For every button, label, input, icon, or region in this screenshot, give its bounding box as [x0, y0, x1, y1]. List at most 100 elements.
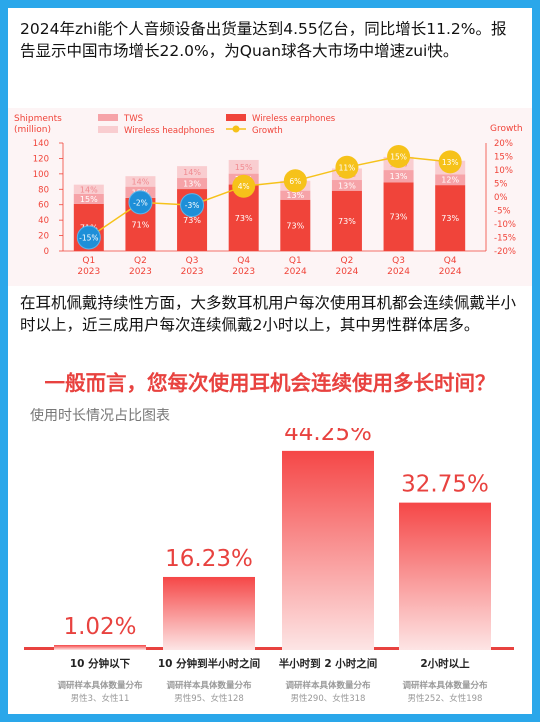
y2-tick-label: 10%	[494, 166, 513, 176]
duration-bar-0	[54, 645, 146, 650]
sample-title-2: 调研样本具体数量分布	[285, 680, 371, 691]
duration-bar-2	[282, 450, 374, 650]
sample-count-3: 男性252、女性198	[408, 693, 483, 704]
y2-tick-label: 5%	[494, 180, 508, 190]
y2-tick-label: 0%	[494, 193, 508, 203]
duration-bar-3	[399, 502, 491, 650]
y2-tick-label: -20%	[494, 247, 516, 257]
intro-paragraph: 2024年zhi能个人音频设备出货量达到4.55亿台，同比增长11.2%。报告显…	[20, 20, 507, 60]
label-earphones-6: 73%	[390, 213, 408, 222]
y-tick-label: 60	[38, 201, 49, 211]
duration-category-3: 2小时以上	[420, 657, 470, 670]
growth-label-6: 15%	[390, 153, 407, 162]
label-tws-0: 15%	[80, 195, 98, 204]
duration-category-2: 半小时到 2 小时之间	[279, 657, 378, 670]
y-tick-label: 40	[38, 216, 49, 226]
bar-tws-2	[177, 178, 208, 190]
sample-title-1: 调研样本具体数量分布	[166, 680, 252, 691]
growth-point-2	[180, 193, 205, 218]
duration-chart-title: 一般而言，您每次使用耳机会连续使用多长时间？	[44, 371, 496, 395]
y2-tick-label: -15%	[494, 234, 516, 244]
duration-value-0: 1.02%	[63, 614, 136, 640]
growth-point-5	[335, 155, 359, 179]
growth-label-4: 6%	[289, 177, 301, 186]
y-axis-title: Shipments	[14, 114, 62, 124]
label-tws-6: 13%	[390, 172, 408, 181]
y-tick-label: 0	[44, 247, 49, 257]
label-earphones-7: 73%	[441, 214, 459, 223]
label-headphones-3: 15%	[235, 163, 253, 172]
sample-count-1: 男性95、女性128	[174, 693, 244, 704]
bar-tws-7	[435, 174, 466, 186]
label-earphones-1: 71%	[132, 220, 150, 229]
bar-headphones-2	[177, 166, 208, 179]
duration-category-0: 10 分钟以下	[70, 657, 131, 670]
sample-title-3: 调研样本具体数量分布	[402, 680, 488, 691]
x-tick-year-3: 2023	[232, 267, 255, 277]
x-tick-year-4: 2024	[284, 267, 307, 277]
shipments-chart: Shipments(million) Growth TWS Wireless earp…	[8, 108, 532, 286]
bar-earphones-5	[331, 190, 362, 251]
growth-point-4	[283, 169, 307, 193]
label-earphones-4: 73%	[286, 221, 304, 230]
y2-tick-label: -5%	[494, 207, 511, 217]
sample-count-2: 男性290、女性318	[291, 693, 366, 704]
duration-category-1: 10 分钟到半小时之间	[158, 657, 260, 670]
wearing-paragraph: 在耳机佩戴持续性方面，大多数耳机用户每次使用耳机都会连续佩戴半小时以上，近三成用…	[20, 294, 517, 334]
growth-point-7	[438, 150, 462, 174]
bar-earphones-4	[280, 199, 311, 251]
x-tick-quarter-6: Q3	[392, 256, 405, 266]
label-headphones-1: 14%	[132, 177, 150, 186]
label-tws-2: 13%	[183, 180, 201, 189]
x-tick-quarter-3: Q4	[237, 256, 250, 266]
legend-wireless-headphones-label: Wireless headphones	[124, 126, 215, 136]
legend-wireless-headphones-swatch	[98, 126, 118, 133]
growth-point-0	[76, 225, 101, 250]
chart2-baseline	[24, 647, 514, 650]
legend-growth-dot	[232, 125, 240, 133]
label-earphones-3: 73%	[235, 214, 253, 223]
growth-label-0: -15%	[79, 234, 98, 243]
y2-tick-label: 20%	[494, 139, 513, 149]
duration-value-3: 32.75%	[401, 472, 489, 498]
y-tick-label: 120	[33, 154, 49, 164]
growth-label-7: 13%	[442, 158, 459, 167]
label-tws-5: 13%	[338, 181, 356, 190]
bar-headphones-1	[125, 176, 156, 187]
x-tick-year-0: 2023	[77, 267, 100, 277]
label-headphones-0: 14%	[80, 185, 98, 194]
duration-bar-1	[163, 576, 255, 650]
duration-chart-subtitle: 使用时长情况占比图表	[30, 408, 170, 424]
legend-wireless-earphones-swatch	[226, 114, 246, 121]
y2-axis-title: Growth	[490, 124, 523, 134]
y-tick-label: 140	[33, 139, 49, 149]
x-tick-year-2: 2023	[181, 267, 204, 277]
label-earphones-5: 73%	[338, 217, 356, 226]
growth-label-2: -3%	[185, 201, 200, 210]
x-tick-year-6: 2024	[387, 267, 410, 277]
label-headphones-2: 14%	[183, 168, 201, 177]
growth-point-6	[387, 145, 411, 168]
x-tick-quarter-1: Q2	[134, 256, 147, 266]
card: 2024年zhi能个人音频设备出货量达到4.55亿台，同比增长11.2%。报告显…	[8, 8, 532, 714]
growth-label-3: 4%	[238, 182, 250, 191]
growth-point-1	[128, 190, 153, 215]
y-tick-label: 20	[38, 232, 49, 242]
y-tick-label: 80	[38, 185, 49, 195]
x-tick-year-7: 2024	[439, 267, 462, 277]
bar-tws-5	[331, 180, 362, 191]
x-tick-year-1: 2023	[129, 267, 152, 277]
bar-earphones-7	[435, 185, 466, 251]
sample-count-0: 男性3、女性11	[71, 693, 130, 704]
label-earphones-2: 73%	[183, 216, 201, 225]
bar-tws-0	[73, 193, 104, 204]
growth-label-5: 11%	[339, 163, 356, 172]
label-tws-4: 13%	[286, 191, 304, 200]
y2-tick-label: 15%	[494, 153, 513, 163]
sample-title-0: 调研样本具体数量分布	[57, 680, 143, 691]
bar-earphones-6	[383, 182, 414, 251]
label-tws-7: 12%	[441, 176, 459, 185]
x-tick-year-5: 2024	[335, 267, 358, 277]
y-axis-title-unit: (million)	[14, 125, 51, 135]
